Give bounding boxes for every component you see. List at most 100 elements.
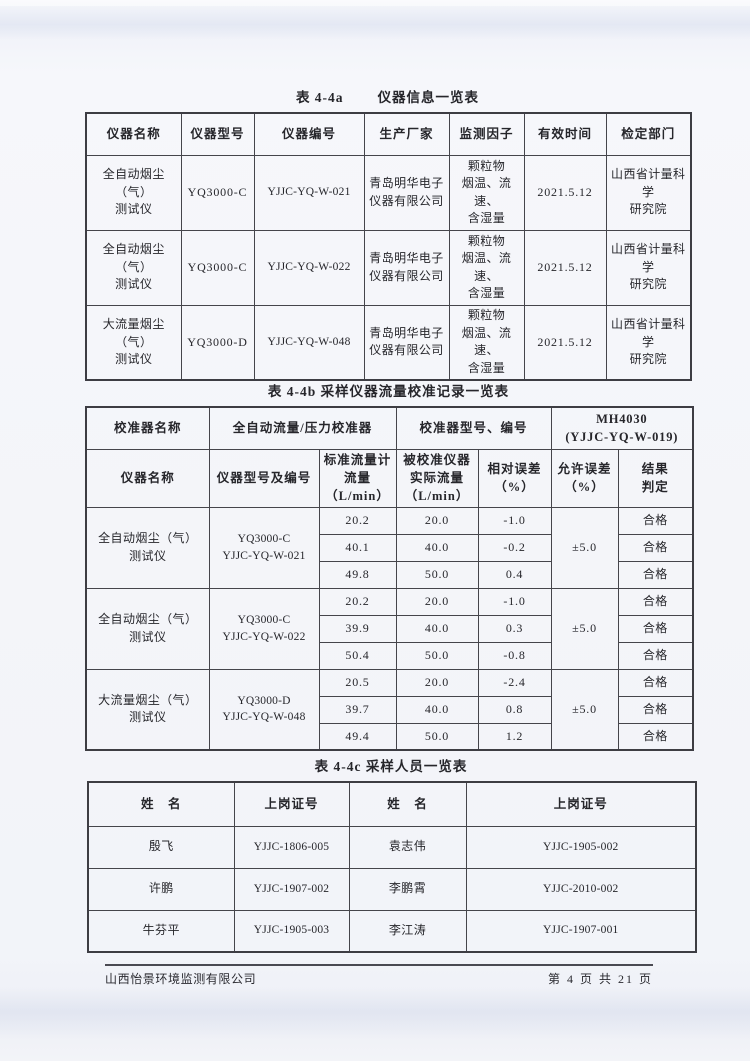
cell-group-name: 全自动烟尘（气） 测试仪: [85, 506, 210, 589]
cell-person-name: 牛芬平: [87, 909, 235, 953]
cell-relative-error: -0.2: [477, 533, 552, 562]
cell-relative-error: 0.8: [477, 695, 552, 724]
cell-actual-flow: 40.0: [395, 614, 479, 643]
cell-standard-flow: 49.4: [318, 722, 397, 751]
cell-cert-no: YJJC-1907-002: [233, 867, 350, 911]
cell-relative-error: 1.2: [477, 722, 552, 751]
table-row: 39.7 40.0 0.8 合格: [86, 695, 694, 724]
cell-result: 合格: [617, 641, 694, 670]
table-a-title-no: 表 4-4a: [295, 90, 344, 105]
table-row: 大流量烟尘（气） 测试仪 YQ3000-D YJJC-YQ-W-048 20.5…: [85, 668, 694, 751]
cell-standard-flow: 40.1: [318, 533, 397, 562]
cell-result: 合格: [617, 722, 694, 751]
cell-result: 合格: [617, 506, 694, 535]
cell-model: YQ3000-C: [180, 229, 255, 306]
cell-factors: 颗粒物 烟温、流速、 含湿量: [448, 154, 525, 231]
cell-person-name: 袁志伟: [348, 825, 467, 869]
cell-actual-flow: 40.0: [395, 695, 479, 724]
cell-person-name: 李江涛: [348, 909, 467, 953]
table-b-header-row: 仪器名称 仪器型号及编号 标准流量计 流量 （L/min） 被校准仪器 实际流量…: [85, 448, 694, 508]
table-b-title: 表 4-4b 采样仪器流量校准记录一览表: [267, 384, 510, 399]
cell-manufacturer: 青岛明华电子 仪器有限公司: [363, 304, 450, 381]
cell-result: 合格: [617, 533, 694, 562]
header-model: 仪器型号: [180, 112, 255, 156]
cell-allowed-error: ±5.0: [550, 506, 619, 589]
calibrator-info-row: 校准器名称 全自动流量/压力校准器 校准器型号、编号 MH4030 (YJJC-…: [85, 406, 694, 450]
cell-relative-error: 0.4: [477, 560, 552, 589]
calibrator-model-label: 校准器型号、编号: [395, 406, 552, 450]
table-a-title-text: 仪器信息一览表: [377, 90, 480, 105]
footer-page-number: 第 4 页 共 21 页: [547, 972, 653, 986]
scan-artifact-top: [0, 6, 750, 40]
calibrator-name-label: 校准器名称: [85, 406, 210, 450]
cell-manufacturer: 青岛明华电子 仪器有限公司: [363, 154, 450, 231]
cell-group-name: 全自动烟尘（气） 测试仪: [85, 587, 210, 670]
cell-group-name: 大流量烟尘（气） 测试仪: [85, 668, 210, 751]
section-sampling-personnel: 表 4-4c 采样人员一览表 姓 名 上岗证号 姓 名 上岗证号 殷飞 YJJC…: [87, 759, 697, 953]
header-model-serial: 仪器型号及编号: [208, 448, 320, 508]
cell-actual-flow: 50.0: [395, 641, 479, 670]
cell-group-model: YQ3000-C YJJC-YQ-W-021: [208, 506, 320, 589]
header-cert-no: 上岗证号: [465, 781, 697, 827]
cell-standard-flow: 49.8: [318, 560, 397, 589]
cell-actual-flow: 20.0: [395, 668, 479, 697]
cell-standard-flow: 39.9: [318, 614, 397, 643]
cell-model: YQ3000-C: [180, 154, 255, 231]
cell-dept: 山西省计量科学 研究院: [605, 154, 692, 231]
cell-instrument-name: 全自动烟尘（气） 测试仪: [85, 229, 182, 306]
cell-cert-no: YJJC-1907-001: [465, 909, 697, 953]
cell-factors: 颗粒物 烟温、流速、 含湿量: [448, 229, 525, 306]
cell-valid-date: 2021.5.12: [523, 304, 607, 381]
table-row: 49.4 50.0 1.2 合格: [86, 722, 694, 751]
table-row: 39.9 40.0 0.3 合格: [86, 614, 694, 643]
scan-artifact-bottom: [0, 988, 750, 1040]
cell-dept: 山西省计量科学 研究院: [605, 304, 692, 381]
cell-actual-flow: 40.0: [395, 533, 479, 562]
header-dept: 检定部门: [605, 112, 692, 156]
cell-standard-flow: 39.7: [318, 695, 397, 724]
table-a-title: 表 4-4a 仪器信息一览表: [85, 90, 690, 106]
cell-cert-no: YJJC-1905-002: [465, 825, 697, 869]
table-row: 大流量烟尘（气） 测试仪 YQ3000-D YJJC-YQ-W-048 青岛明华…: [85, 304, 692, 381]
header-factors: 监测因子: [448, 112, 525, 156]
cell-factors: 颗粒物 烟温、流速、 含湿量: [448, 304, 525, 381]
cell-cert-no: YJJC-1905-003: [233, 909, 350, 953]
cell-relative-error: -1.0: [477, 506, 552, 535]
cell-standard-flow: 20.2: [318, 587, 397, 616]
cell-result: 合格: [617, 668, 694, 697]
calibrator-model-value: MH4030 (YJJC-YQ-W-019): [550, 406, 694, 450]
cell-serial: YJJC-YQ-W-048: [253, 304, 365, 381]
table-row: 50.4 50.0 -0.8 合格: [86, 641, 694, 670]
table-row: 全自动烟尘（气） 测试仪 YQ3000-C YJJC-YQ-W-022 20.2…: [85, 587, 694, 670]
cell-dept: 山西省计量科学 研究院: [605, 229, 692, 306]
cell-instrument-name: 全自动烟尘（气） 测试仪: [85, 154, 182, 231]
table-4-4b: 校准器名称 全自动流量/压力校准器 校准器型号、编号 MH4030 (YJJC-…: [85, 406, 695, 751]
header-name: 姓 名: [348, 781, 467, 827]
cell-result: 合格: [617, 587, 694, 616]
table-c-header-row: 姓 名 上岗证号 姓 名 上岗证号: [87, 781, 697, 827]
page-footer: 山西怡景环境监测有限公司 第 4 页 共 21 页: [105, 964, 653, 987]
header-relative-error: 相对误差 （%）: [477, 448, 552, 508]
calibrator-name-value: 全自动流量/压力校准器: [208, 406, 397, 450]
cell-allowed-error: ±5.0: [550, 587, 619, 670]
cell-serial: YJJC-YQ-W-022: [253, 229, 365, 306]
cell-result: 合格: [617, 560, 694, 589]
cell-instrument-name: 大流量烟尘（气） 测试仪: [85, 304, 182, 381]
cell-relative-error: 0.3: [477, 614, 552, 643]
header-manufacturer: 生产厂家: [363, 112, 450, 156]
cell-model: YQ3000-D: [180, 304, 255, 381]
footer-company: 山西怡景环境监测有限公司: [105, 972, 257, 986]
table-a-header-row: 仪器名称 仪器型号 仪器编号 生产厂家 监测因子 有效时间 检定部门: [85, 112, 692, 156]
cell-person-name: 殷飞: [87, 825, 235, 869]
header-serial: 仪器编号: [253, 112, 365, 156]
cell-valid-date: 2021.5.12: [523, 154, 607, 231]
table-row: 牛芬平 YJJC-1905-003 李江涛 YJJC-1907-001: [87, 909, 697, 953]
cell-group-model: YQ3000-C YJJC-YQ-W-022: [208, 587, 320, 670]
header-standard-flow: 标准流量计 流量 （L/min）: [318, 448, 397, 508]
cell-valid-date: 2021.5.12: [523, 229, 607, 306]
cell-cert-no: YJJC-1806-005: [233, 825, 350, 869]
table-row: 许鹏 YJJC-1907-002 李鹏霄 YJJC-2010-002: [87, 867, 697, 911]
header-instrument-name: 仪器名称: [85, 112, 182, 156]
cell-manufacturer: 青岛明华电子 仪器有限公司: [363, 229, 450, 306]
